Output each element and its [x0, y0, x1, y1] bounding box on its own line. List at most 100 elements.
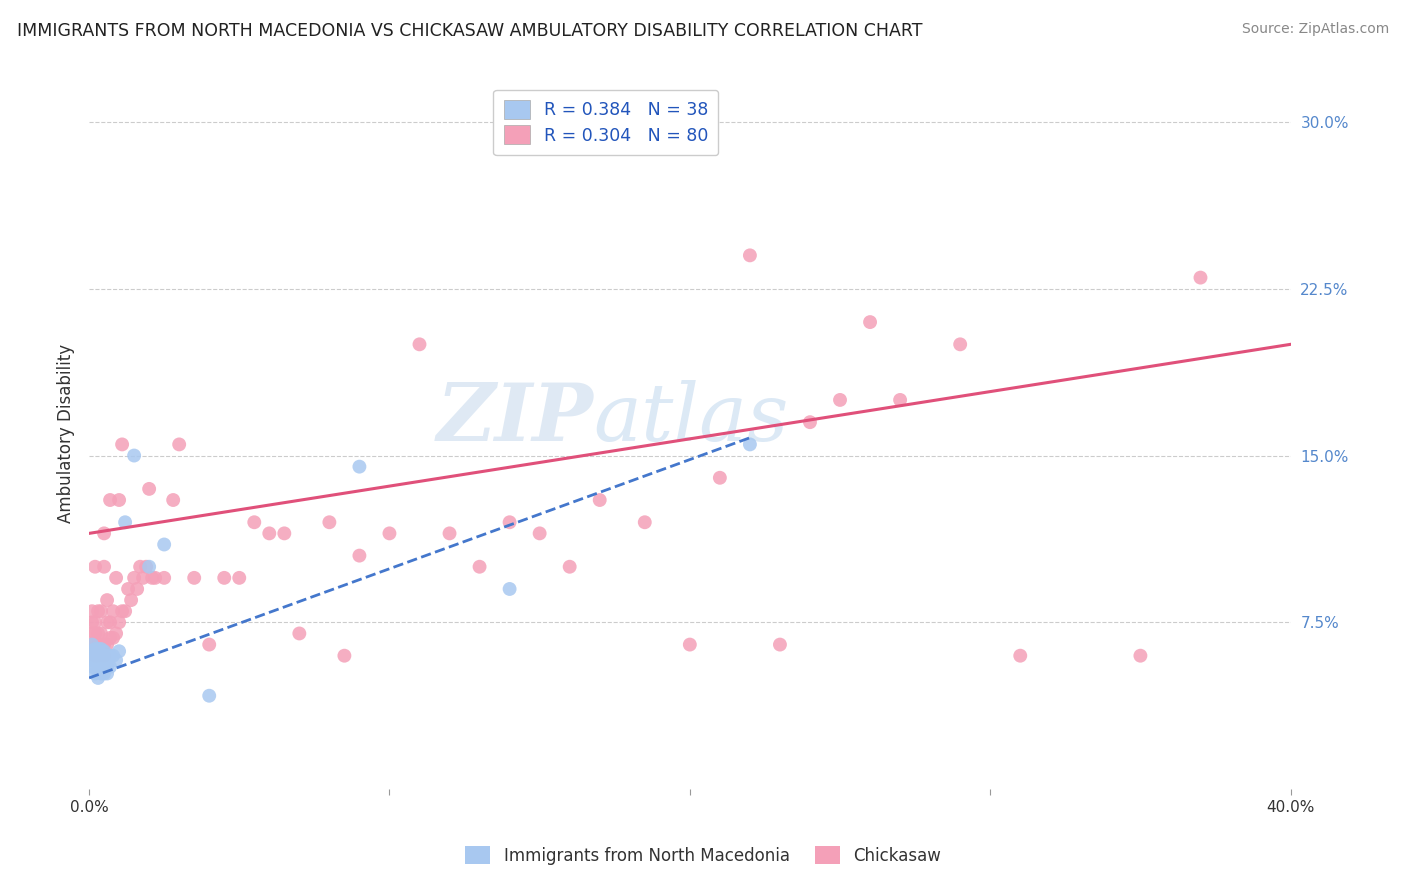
Point — [828, 392, 851, 407]
Point — [90, 666, 112, 681]
Text: Source: ZipAtlas.com: Source: ZipAtlas.com — [1241, 22, 1389, 37]
Point — [738, 248, 761, 262]
Point — [93, 660, 115, 674]
Point — [84, 559, 107, 574]
Point — [98, 493, 121, 508]
Point — [80, 604, 103, 618]
Text: ZIP: ZIP — [437, 380, 593, 458]
Point — [114, 604, 136, 618]
Point — [198, 638, 221, 652]
Point — [98, 631, 121, 645]
Point — [80, 653, 103, 667]
Point — [93, 559, 115, 574]
Point — [105, 571, 128, 585]
Point — [288, 626, 311, 640]
Point — [101, 631, 124, 645]
Point — [101, 604, 124, 618]
Point — [80, 638, 103, 652]
Text: IMMIGRANTS FROM NORTH MACEDONIA VS CHICKASAW AMBULATORY DISABILITY CORRELATION C: IMMIGRANTS FROM NORTH MACEDONIA VS CHICK… — [17, 22, 922, 40]
Point — [105, 626, 128, 640]
Point — [87, 604, 110, 618]
Point — [90, 604, 112, 618]
Point — [90, 642, 112, 657]
Point — [84, 638, 107, 652]
Point — [439, 526, 461, 541]
Point — [212, 571, 235, 585]
Point — [529, 526, 551, 541]
Point — [84, 648, 107, 663]
Point — [87, 638, 110, 652]
Point — [80, 660, 103, 674]
Point — [679, 638, 702, 652]
Point — [93, 666, 115, 681]
Point — [96, 615, 118, 630]
Point — [96, 666, 118, 681]
Point — [1010, 648, 1032, 663]
Point — [93, 653, 115, 667]
Point — [1129, 648, 1152, 663]
Point — [634, 515, 657, 529]
Point — [108, 493, 131, 508]
Point — [93, 644, 115, 658]
Point — [84, 642, 107, 657]
Point — [333, 648, 356, 663]
Point — [84, 626, 107, 640]
Point — [143, 571, 166, 585]
Point — [709, 471, 731, 485]
Point — [799, 415, 821, 429]
Point — [98, 615, 121, 630]
Point — [498, 515, 520, 529]
Point — [80, 638, 103, 652]
Point — [122, 571, 145, 585]
Point — [198, 689, 221, 703]
Point — [318, 515, 340, 529]
Point — [80, 615, 103, 630]
Point — [84, 666, 107, 681]
Point — [889, 392, 911, 407]
Point — [87, 656, 110, 670]
Point — [90, 644, 112, 658]
Point — [138, 482, 160, 496]
Point — [87, 665, 110, 679]
Point — [96, 660, 118, 674]
Point — [349, 549, 371, 563]
Point — [90, 626, 112, 640]
Point — [498, 582, 520, 596]
Point — [87, 626, 110, 640]
Point — [153, 571, 176, 585]
Point — [273, 526, 295, 541]
Point — [98, 648, 121, 663]
Point — [87, 642, 110, 657]
Point — [183, 571, 205, 585]
Point — [111, 604, 134, 618]
Point — [87, 671, 110, 685]
Point — [111, 437, 134, 451]
Point — [93, 638, 115, 652]
Point — [84, 648, 107, 663]
Point — [162, 493, 184, 508]
Point — [87, 648, 110, 663]
Point — [141, 571, 163, 585]
Point — [138, 559, 160, 574]
Point — [468, 559, 491, 574]
Point — [859, 315, 882, 329]
Point — [167, 437, 190, 451]
Point — [96, 648, 118, 663]
Point — [949, 337, 972, 351]
Point — [108, 615, 131, 630]
Point — [135, 559, 157, 574]
Point — [90, 648, 112, 663]
Point — [769, 638, 792, 652]
Point — [122, 449, 145, 463]
Point — [114, 515, 136, 529]
Point — [1189, 270, 1212, 285]
Point — [558, 559, 581, 574]
Point — [228, 571, 250, 585]
Point — [738, 437, 761, 451]
Point — [243, 515, 266, 529]
Point — [378, 526, 401, 541]
Point — [90, 660, 112, 674]
Point — [84, 660, 107, 674]
Point — [349, 459, 371, 474]
Y-axis label: Ambulatory Disability: Ambulatory Disability — [58, 343, 75, 523]
